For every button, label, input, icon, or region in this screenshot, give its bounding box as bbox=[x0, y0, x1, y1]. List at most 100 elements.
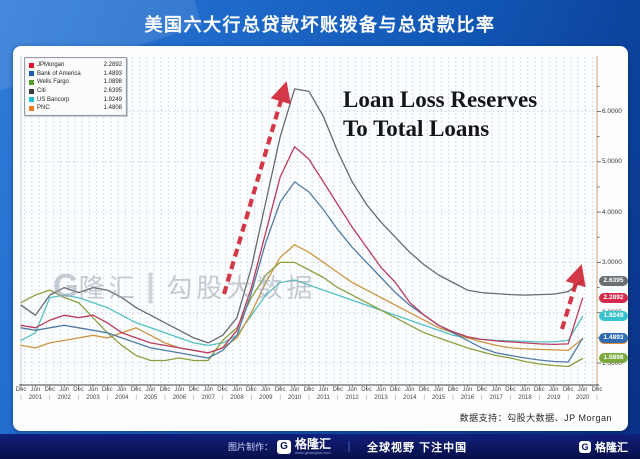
x-year-separator: | bbox=[596, 395, 598, 401]
x-tick-month: Dec bbox=[44, 387, 56, 393]
x-tick-month: Dec bbox=[418, 387, 430, 393]
x-tick-month: Jun bbox=[260, 387, 271, 393]
x-tick-month: Dec bbox=[102, 387, 113, 393]
series-line-citi bbox=[20, 88, 584, 344]
x-year-separator: | bbox=[481, 395, 483, 401]
x-year-separator: | bbox=[135, 395, 137, 401]
value-tag-citi: 2.6395 bbox=[599, 275, 628, 286]
x-year-separator: | bbox=[365, 395, 368, 401]
legend-swatch-icon bbox=[29, 79, 34, 85]
x-year-separator: | bbox=[250, 395, 253, 401]
x-tick-month: Jun bbox=[433, 387, 444, 393]
legend-swatch-icon bbox=[29, 88, 34, 94]
series-line-wells-fargo bbox=[20, 261, 584, 368]
series-line-jpmorgan bbox=[20, 146, 584, 354]
x-tick-month: Dec bbox=[217, 387, 228, 393]
legend-value: 2.6395 bbox=[103, 88, 122, 95]
legend-item-bank-of-america: Bank of America 1.4893 bbox=[29, 70, 122, 79]
x-year-separator: | bbox=[221, 395, 224, 401]
x-year-separator: | bbox=[567, 395, 569, 401]
legend-item-pnc: PNC 1.4808 bbox=[29, 104, 122, 113]
value-tag-jpmorgan: 2.2892 bbox=[599, 293, 628, 304]
x-tick-month: Jun bbox=[174, 387, 185, 393]
x-tick-month: Jun bbox=[289, 387, 300, 393]
made-by-label: 图片制作： bbox=[228, 442, 274, 452]
divider: 丨 bbox=[343, 440, 356, 454]
x-year-separator: | bbox=[452, 395, 454, 401]
x-tick-year: 2015 bbox=[431, 395, 446, 401]
legend-item-jpmorgan: JPMorgan 2.2892 bbox=[29, 61, 122, 70]
chart-panel: G隆汇 ┃ 勾股大数据 Loan Loss Reserves To Total Lo… bbox=[13, 46, 628, 431]
x-year-separator: | bbox=[337, 395, 339, 401]
x-tick-month: Dec bbox=[390, 387, 401, 393]
x-tick-month: Dec bbox=[534, 387, 545, 393]
x-tick-month: Jun bbox=[520, 387, 530, 393]
legend-value: 1.0898 bbox=[103, 79, 122, 86]
legend-swatch-icon bbox=[29, 62, 34, 68]
watermark: G隆汇 ┃ 勾股大数据 bbox=[53, 267, 316, 305]
x-tick-month: Jun bbox=[145, 387, 156, 393]
value-tag-bank-of-america: 1.4893 bbox=[599, 333, 628, 344]
x-tick-month: Jun bbox=[347, 387, 358, 393]
brand-url: www.gelonghui.com bbox=[295, 450, 331, 455]
x-year-separator: | bbox=[164, 395, 166, 401]
x-year-separator: | bbox=[279, 395, 281, 401]
x-tick-month: Jun bbox=[59, 387, 70, 393]
x-tick-month: Jun bbox=[462, 387, 473, 393]
x-year-separator: | bbox=[394, 395, 397, 401]
x-tick-year: 2008 bbox=[230, 395, 244, 401]
chart-annotation: Loan Loss Reserves To Total Loans bbox=[343, 86, 613, 144]
chart-legend: JPMorgan 2.2892 Bank of America 1.4893 Wells… bbox=[24, 57, 127, 116]
x-tick-year: 2017 bbox=[489, 395, 503, 401]
x-tick-year: 2013 bbox=[374, 395, 388, 401]
x-tick-year: 2019 bbox=[547, 395, 561, 401]
chart-canvas bbox=[19, 56, 601, 389]
x-tick-month: Dec bbox=[159, 387, 171, 393]
x-tick-month: Dec bbox=[303, 387, 315, 393]
y-tick-label: 6.0000 bbox=[602, 108, 622, 115]
x-tick-year: 2006 bbox=[172, 395, 187, 401]
legend-item-citi: Citi 2.6395 bbox=[29, 87, 122, 96]
x-tick-month: Dec bbox=[591, 387, 603, 393]
x-tick-month: Jun bbox=[30, 387, 41, 393]
legend-name: JPMorgan bbox=[37, 62, 65, 69]
legend-value: 2.2892 bbox=[103, 62, 122, 69]
x-tick-month: Jun bbox=[88, 387, 98, 393]
watermark-logo-icon: G bbox=[53, 267, 79, 304]
x-year-separator: | bbox=[77, 395, 80, 401]
x-tick-month: Dec bbox=[246, 387, 257, 393]
x-tick-year: 2009 bbox=[259, 395, 273, 401]
gelonghui-logo-icon: G bbox=[277, 439, 292, 454]
x-tick-month: Jun bbox=[404, 387, 415, 393]
series-line-bank-of-america bbox=[20, 181, 584, 363]
x-tick-year: 2004 bbox=[115, 395, 129, 401]
legend-item-us-bancorp: US Bancorp 1.9249 bbox=[29, 95, 122, 104]
x-tick-year: 2002 bbox=[57, 395, 71, 401]
watermark-divider: ┃ bbox=[142, 273, 163, 303]
x-tick-month: Dec bbox=[274, 387, 286, 393]
legend-name: US Bancorp bbox=[37, 96, 70, 103]
x-tick-year: 2016 bbox=[460, 395, 475, 401]
page-title: 美国六大行总贷款坏账拨备与总贷款比率 bbox=[144, 15, 496, 35]
x-tick-month: Dec bbox=[15, 387, 27, 393]
x-tick-year: 2007 bbox=[201, 395, 215, 401]
x-tick-month: Jun bbox=[116, 387, 127, 393]
legend-name: Citi bbox=[37, 88, 46, 95]
legend-name: Wells Fargo bbox=[37, 79, 69, 86]
legend-value: 1.4893 bbox=[103, 70, 122, 77]
x-tick-year: 2003 bbox=[86, 395, 100, 401]
annotation-line-2: To Total Loans bbox=[343, 115, 490, 141]
x-tick-month: Dec bbox=[361, 387, 372, 393]
x-tick-year: 2010 bbox=[287, 395, 302, 401]
bottom-bar: 图片制作： G 格隆汇 www.gelonghui.com 丨 全球视野 下注中… bbox=[0, 434, 640, 459]
x-tick-month: Dec bbox=[73, 387, 84, 393]
brand-name: 格隆汇 bbox=[295, 437, 332, 451]
y-tick-label: 3.0000 bbox=[602, 258, 622, 266]
x-tick-year: 2020 bbox=[575, 395, 590, 401]
legend-swatch-icon bbox=[29, 71, 34, 77]
x-tick-month: Dec bbox=[447, 387, 459, 393]
x-tick-month: Jun bbox=[203, 387, 214, 393]
legend-swatch-icon bbox=[29, 97, 34, 103]
x-year-separator: | bbox=[49, 395, 51, 401]
